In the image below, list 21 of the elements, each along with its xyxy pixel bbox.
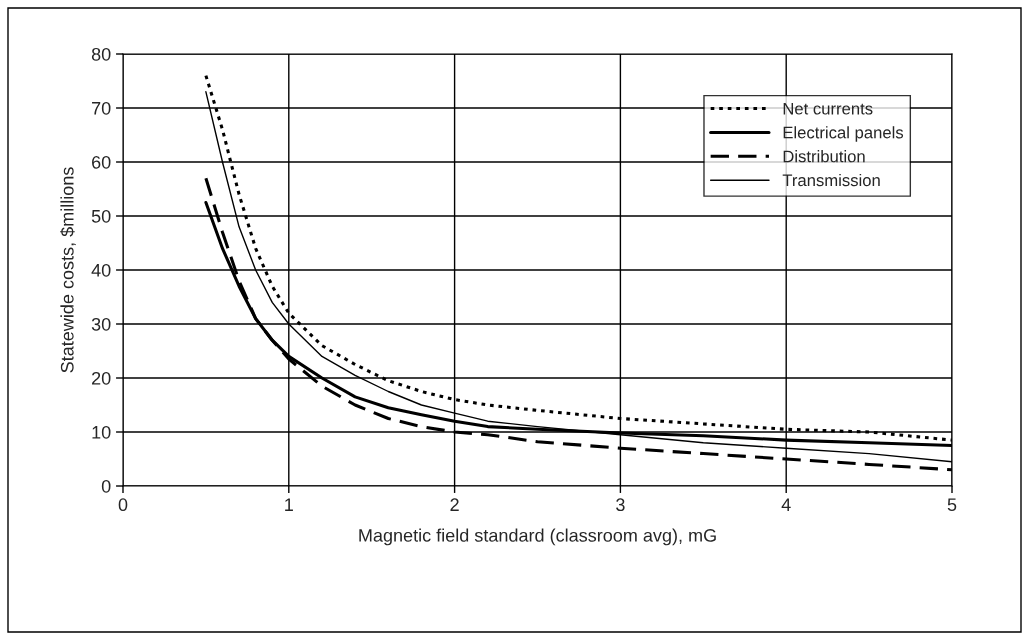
y-axis-title: Statewide costs, $millions (60, 167, 76, 373)
x-tick-label: 1 (285, 498, 293, 511)
y-tick-label: 30 (91, 317, 111, 331)
y-tick-label: 80 (91, 47, 111, 61)
legend-label: Net currents (783, 102, 873, 115)
legend-label: Distribution (783, 150, 865, 163)
y-tick-label: 70 (92, 101, 111, 115)
x-tick-label: 2 (450, 498, 459, 511)
x-tick-label: 0 (118, 498, 128, 512)
y-tick-label: 0 (101, 479, 111, 493)
legend-label: Electrical panels (783, 126, 904, 142)
legend-label: Transmission (782, 173, 880, 187)
y-tick-label: 60 (92, 155, 111, 169)
x-tick-label: 4 (781, 498, 791, 511)
y-tick-label: 40 (91, 263, 111, 277)
y-tick-label: 50 (91, 209, 111, 223)
y-tick-label: 10 (92, 425, 111, 439)
x-tick-label: 5 (947, 498, 957, 512)
x-tick-label: 3 (616, 498, 625, 512)
y-tick-label: 20 (92, 371, 111, 385)
x-axis-title: Magnetic field standard (classroom avg), mG (359, 528, 716, 546)
